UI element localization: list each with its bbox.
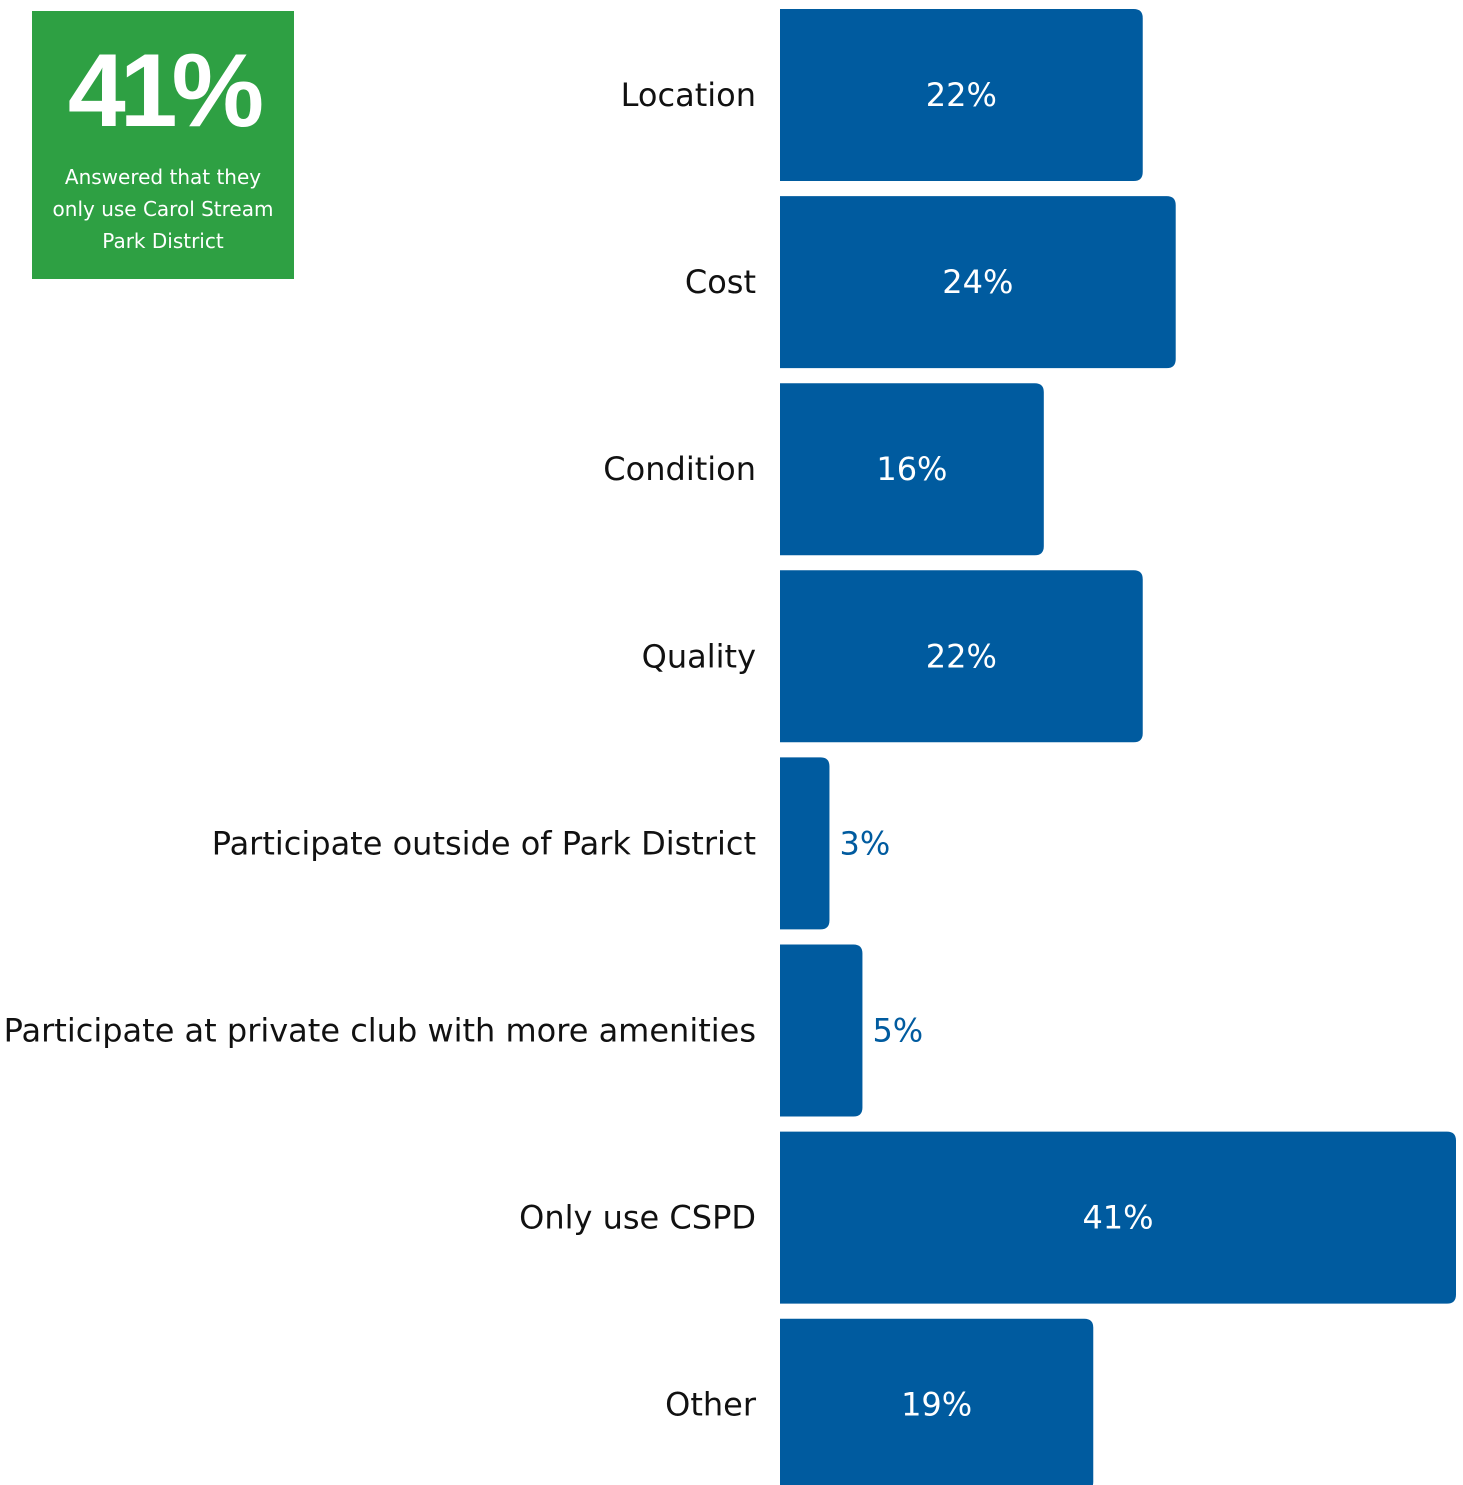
bar-other bbox=[780, 1318, 1094, 1485]
value-label: 22% bbox=[926, 637, 997, 675]
highlight-callout: 41% Answered that they only use Carol St… bbox=[32, 11, 294, 279]
category-label: Location bbox=[621, 76, 756, 114]
value-label: 41% bbox=[1082, 1199, 1153, 1237]
bar-participate-outside-of-park-district bbox=[780, 757, 830, 930]
bar-location bbox=[780, 9, 1143, 181]
value-label: 24% bbox=[942, 263, 1013, 301]
bar-only-use-cspd bbox=[780, 1131, 1456, 1304]
category-label: Cost bbox=[685, 263, 756, 301]
category-label: Participate outside of Park District bbox=[212, 824, 756, 862]
category-label: Only use CSPD bbox=[519, 1199, 756, 1237]
category-label: Other bbox=[665, 1386, 757, 1424]
category-label: Quality bbox=[642, 637, 756, 675]
bar-quality bbox=[780, 570, 1143, 743]
bar-condition bbox=[780, 383, 1044, 556]
value-label: 16% bbox=[876, 450, 947, 488]
value-label: 19% bbox=[901, 1386, 972, 1424]
value-label: 5% bbox=[872, 1012, 923, 1050]
category-label: Participate at private club with more am… bbox=[4, 1012, 756, 1050]
callout-caption: Answered that they only use Carol Stream… bbox=[52, 165, 274, 253]
value-label: 22% bbox=[926, 76, 997, 114]
bar-cost bbox=[780, 196, 1176, 369]
category-label: Condition bbox=[603, 450, 756, 488]
value-label: 3% bbox=[839, 824, 890, 862]
callout-value: 41% bbox=[67, 33, 264, 149]
bar-participate-at-private-club-with-more-amenities bbox=[780, 944, 863, 1117]
